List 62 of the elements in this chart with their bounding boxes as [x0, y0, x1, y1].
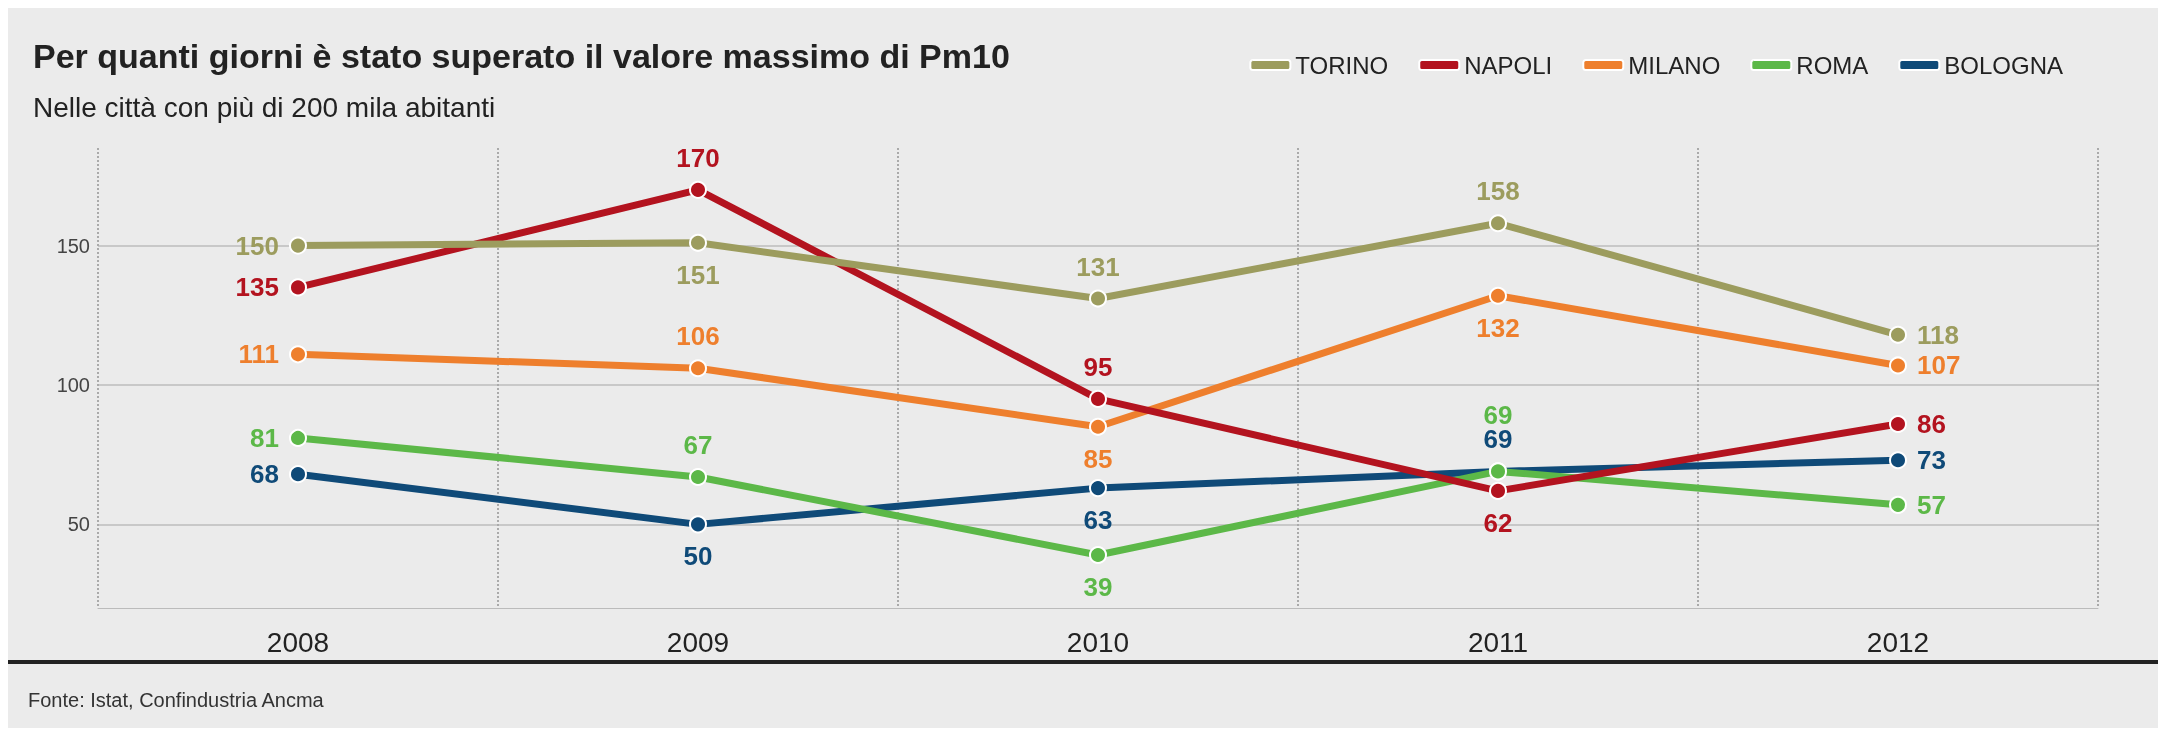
legend-label: TORINO — [1295, 51, 1389, 79]
point — [1089, 417, 1107, 436]
data-label: 85 — [1083, 443, 1113, 474]
data-label: 135 — [235, 272, 279, 303]
data-label: 95 — [1083, 351, 1113, 382]
point — [289, 236, 307, 255]
data-label: 131 — [1076, 251, 1120, 282]
data-label: 132 — [1476, 312, 1520, 343]
point — [289, 428, 307, 447]
data-label: 57 — [1917, 489, 1946, 520]
chart-subtitle: Nelle città con più di 200 mila abitanti — [33, 91, 496, 123]
point — [1089, 546, 1107, 565]
data-label: 39 — [1083, 572, 1113, 603]
point — [689, 467, 707, 486]
legend-label: ROMA — [1796, 51, 1869, 79]
point — [1089, 389, 1107, 408]
data-label: 107 — [1917, 350, 1961, 381]
data-label: 151 — [676, 259, 720, 290]
data-label: 86 — [1917, 409, 1946, 439]
x-tick-label: 2012 — [1866, 626, 1930, 658]
point — [1889, 451, 1907, 470]
point — [1889, 495, 1907, 514]
y-tick-label: 150 — [56, 234, 90, 257]
point — [689, 359, 707, 378]
point — [1089, 289, 1107, 308]
point — [1489, 214, 1507, 233]
data-label: 73 — [1917, 445, 1946, 476]
data-label: 63 — [1083, 505, 1113, 536]
point — [1889, 356, 1907, 375]
point — [289, 345, 307, 364]
data-label: 170 — [676, 142, 720, 173]
legend-label: NAPOLI — [1464, 51, 1553, 79]
legend-label: MILANO — [1628, 51, 1721, 79]
point — [1489, 481, 1507, 500]
x-tick-label: 2010 — [1066, 626, 1130, 658]
point — [1889, 325, 1907, 344]
data-label: 106 — [676, 321, 720, 352]
x-tick-label: 2008 — [266, 626, 330, 658]
x-tick-label: 2009 — [666, 626, 730, 658]
chart-title: Per quanti giorni è stato superato il valore massimo di Pm10 — [33, 37, 1010, 75]
data-label: 158 — [1476, 176, 1520, 207]
point — [289, 278, 307, 297]
point — [689, 180, 707, 199]
data-label: 150 — [235, 230, 279, 261]
legend-label: BOLOGNA — [1944, 51, 2063, 79]
x-tick-label: 2011 — [1467, 626, 1529, 658]
point — [1889, 415, 1907, 433]
point — [1489, 286, 1507, 305]
data-label: 62 — [1483, 507, 1513, 538]
point — [689, 515, 707, 534]
data-label: 81 — [250, 422, 279, 453]
point — [289, 465, 307, 484]
point — [689, 233, 707, 252]
data-label: 118 — [1917, 319, 1959, 350]
data-label: 67 — [683, 429, 713, 460]
data-label: 111 — [238, 339, 279, 370]
y-tick-label: 100 — [56, 373, 90, 396]
source-note: Fonte: Istat, Confindustria Ancma — [28, 689, 325, 711]
data-label: 68 — [250, 459, 279, 490]
data-label: 50 — [683, 541, 713, 572]
y-tick-label: 50 — [67, 513, 90, 536]
point — [1089, 479, 1107, 498]
